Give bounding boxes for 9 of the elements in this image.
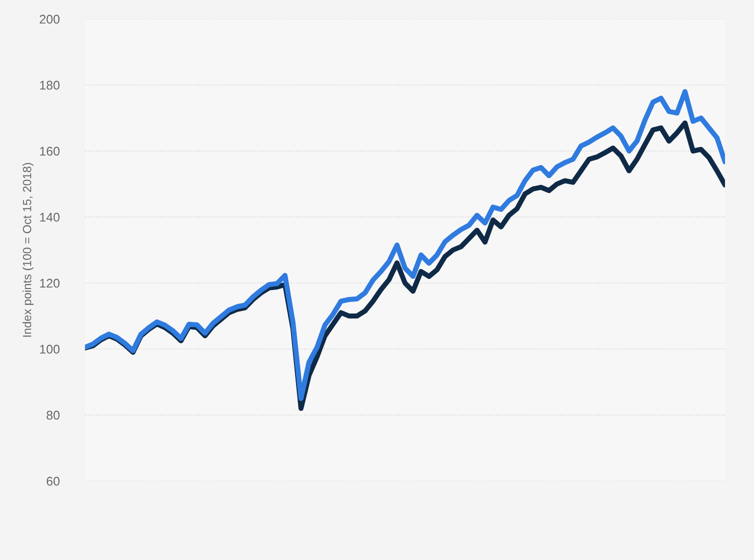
y-axis-title: Index points (100 = Oct 15, 2018): [22, 162, 34, 337]
y-tick-label: 80: [46, 410, 60, 420]
y-tick-label: 200: [40, 14, 60, 24]
y-tick-label: 140: [40, 212, 60, 222]
y-tick-label: 160: [40, 146, 60, 156]
y-tick-label: 100: [40, 344, 60, 354]
y-tick-label: 120: [40, 278, 60, 288]
y-tick-label: 180: [40, 80, 60, 90]
y-tick-label: 60: [46, 476, 60, 486]
